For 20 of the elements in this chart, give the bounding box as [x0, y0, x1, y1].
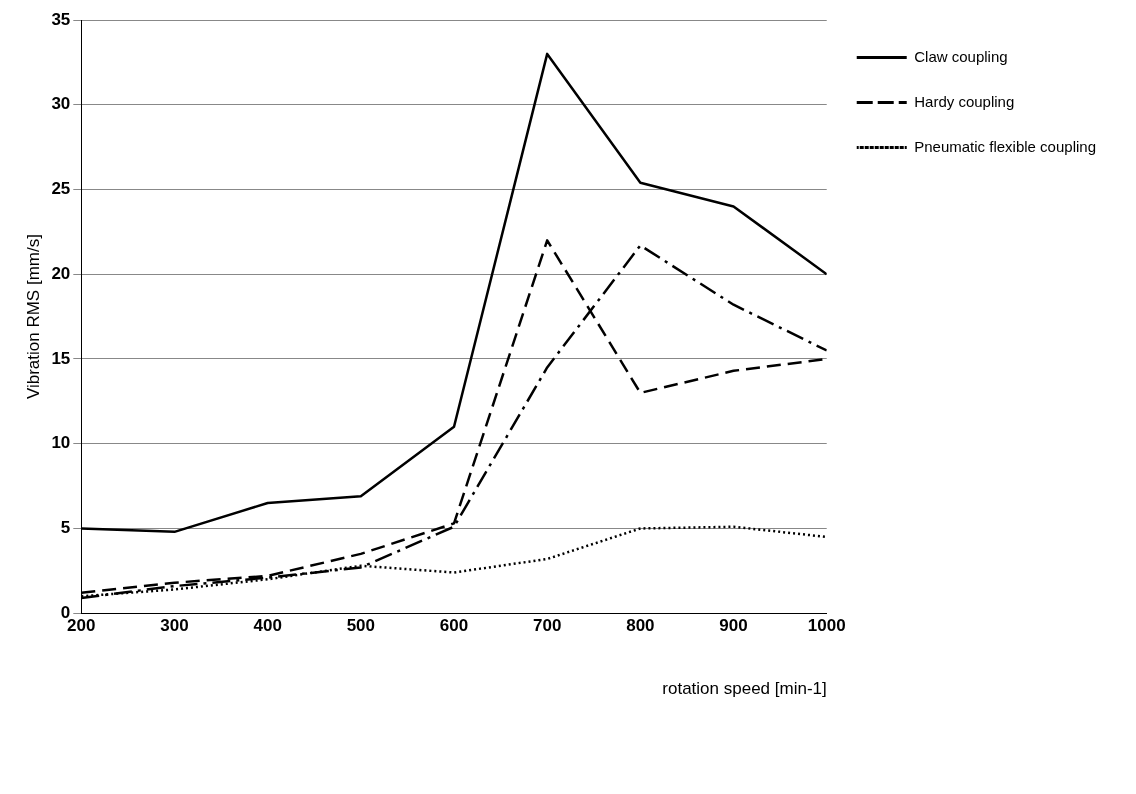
y-axis-title: Vibration RMS [mm/s] [23, 234, 43, 400]
y-tick-label: 10 [51, 433, 71, 453]
x-tick-label: 800 [626, 616, 655, 636]
y-tick-label: 25 [51, 179, 71, 199]
y-tick-label: 5 [60, 518, 71, 538]
x-tick-label: 900 [719, 616, 748, 636]
y-tick-label: 30 [51, 94, 71, 114]
legend-label: Claw coupling [914, 47, 1008, 65]
y-tick-label: 20 [51, 263, 71, 283]
x-axis-title: rotation speed [min-1] [662, 679, 827, 699]
x-tick-label: 500 [346, 616, 376, 636]
x-tick-label: 400 [253, 616, 282, 636]
legend-label: Pneumatic flexible coupling [914, 137, 1097, 155]
legend-label: Hardy coupling [914, 92, 1015, 110]
x-tick-label: 700 [533, 616, 562, 636]
x-tick-label: 300 [160, 616, 189, 636]
y-tick-label: 35 [51, 9, 71, 29]
y-tick-label: 15 [51, 348, 71, 368]
x-tick-label: 600 [439, 616, 469, 636]
x-tick-label: 1000 [807, 616, 846, 636]
